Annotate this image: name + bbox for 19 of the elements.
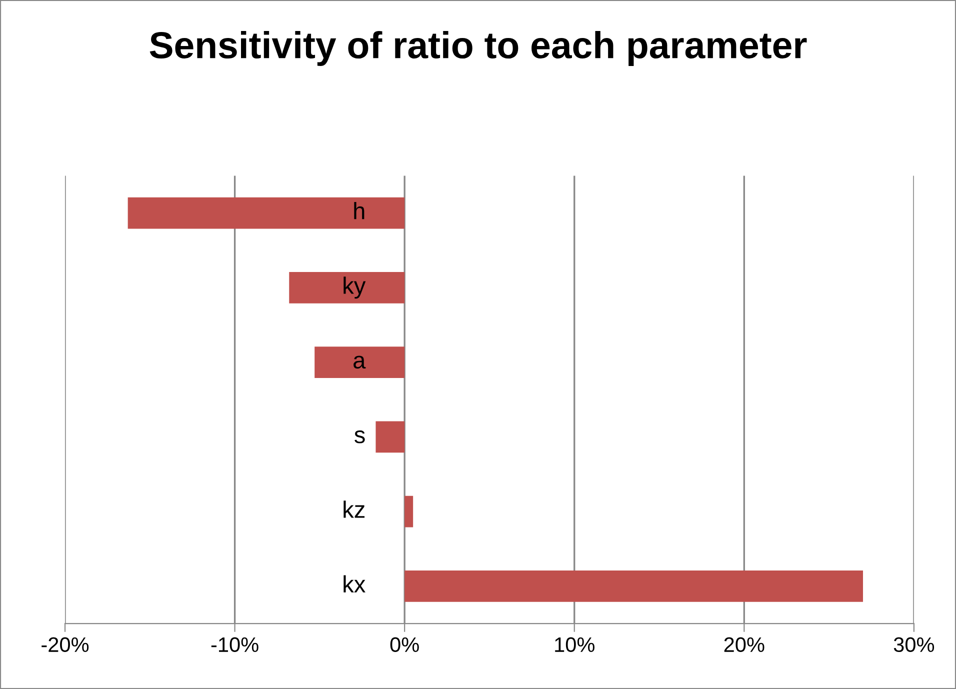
- y-tick-label: a: [354, 356, 366, 369]
- y-tick-label: ky: [344, 276, 366, 299]
- x-tick-label: -20%: [42, 637, 89, 652]
- x-tick-label: 10%: [555, 637, 594, 652]
- bar: [128, 197, 405, 229]
- x-tick-label: -10%: [211, 637, 258, 652]
- bar: [289, 272, 405, 304]
- x-tick-label: 0%: [390, 637, 419, 652]
- bar: [404, 570, 863, 602]
- bar: [314, 346, 405, 378]
- chart-title: Sensitivity of ratio to each parameter: [150, 31, 807, 66]
- y-tick-label: h: [354, 202, 364, 220]
- y-tick-label: kz: [344, 500, 365, 518]
- bar: [376, 421, 405, 453]
- y-tick-label: s: [354, 430, 365, 444]
- x-tick-label: 30%: [894, 637, 934, 652]
- bar: [404, 496, 414, 528]
- x-tick-label: 20%: [724, 637, 764, 652]
- y-tick-label: kx: [344, 575, 366, 592]
